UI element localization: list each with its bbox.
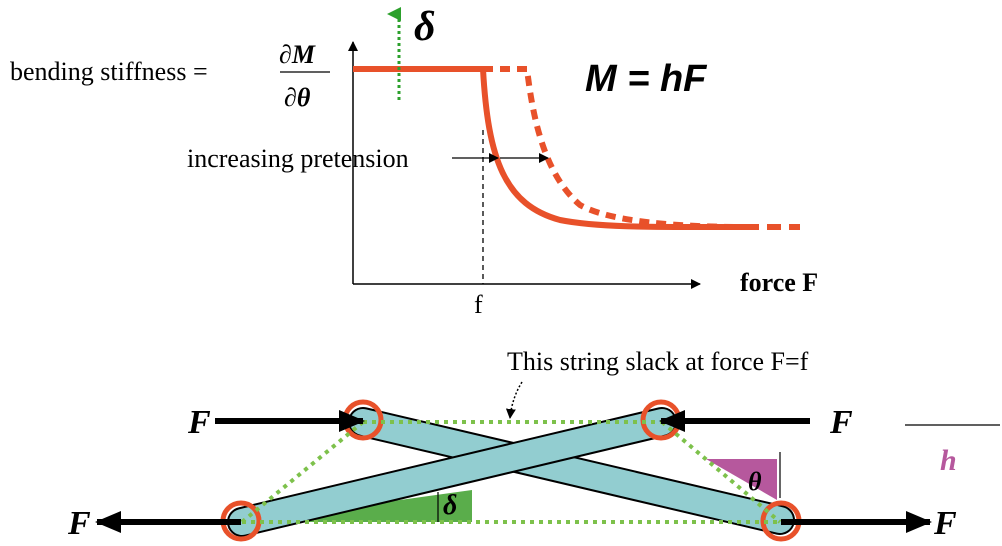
force-label-top-right: F [829, 404, 853, 441]
stiffness-curve-dotted [483, 66, 746, 230]
stiffness-graph: bending stiffness = ∂M ∂θ δ M = hF incre… [10, 4, 818, 319]
force-label-bottom-left: F [67, 505, 91, 542]
x-axis-label: force F [740, 268, 818, 297]
scissor-mechanism: This string slack at force F=f F F F [67, 347, 1000, 542]
theta-wedge [706, 459, 777, 500]
delta-label-bottom: δ [443, 490, 457, 521]
force-label-top-left: F [187, 404, 211, 441]
bar-2-fill [229, 409, 675, 535]
h-label: h [940, 444, 957, 477]
ylabel-denominator: ∂θ [284, 83, 311, 112]
string-right [660, 420, 782, 524]
ylabel-numerator: ∂M [279, 40, 316, 69]
x-tick-f: f [474, 290, 483, 319]
delta-label-top: δ [414, 4, 436, 50]
theta-label: θ [748, 467, 762, 496]
bar-1-fill [350, 409, 793, 533]
pretension-annotation: increasing pretension [187, 144, 409, 173]
slack-note: This string slack at force F=f [507, 347, 809, 376]
slack-leader [505, 381, 523, 419]
force-label-bottom-right: F [933, 505, 957, 542]
ylabel-prefix: bending stiffness = [10, 57, 208, 86]
equation: M = hF [585, 58, 708, 100]
stiffness-curve-solid [353, 66, 746, 231]
